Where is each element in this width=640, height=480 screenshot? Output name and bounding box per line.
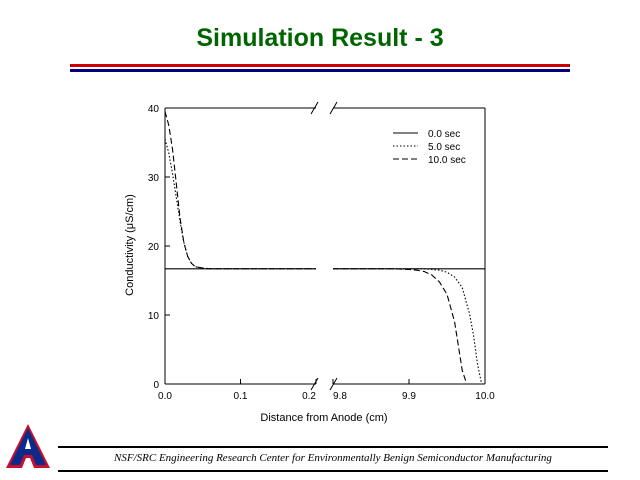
university-logo [6,424,50,468]
footer-text: NSF/SRC Engineering Research Center for … [114,452,552,464]
break-mark-left-1 [310,377,319,391]
logo-counter [25,438,31,449]
x-tick-label: 0.0 [158,391,172,402]
slide-title: Simulation Result - 3 [196,24,444,52]
series-lines [164,111,485,383]
series-line-2-segment-1 [333,268,467,383]
x-tick-label: 0.2 [302,391,316,402]
y-axis-label: Conductivity (μS/cm) [124,194,136,296]
break-mark-right-0 [329,101,338,115]
footer-rule-top [58,446,608,448]
legend-label-2: 10.0 sec [428,155,466,166]
x-tick-label: 9.9 [402,391,416,402]
x-axis: 0.0 0.1 0.2 9.8 9.9 10.0 [158,379,495,402]
y-tick-label: 10 [148,311,160,322]
y-axis: 0 10 20 30 40 [148,104,170,391]
series-line-1-segment-1 [333,268,482,383]
series-line-2-segment-0 [164,111,316,270]
legend-label-0: 0.0 sec [428,129,460,140]
y-tick-label: 20 [148,242,160,253]
x-tick-label: 0.1 [234,391,248,402]
title-rule-blue [70,69,570,72]
x-axis-label: Distance from Anode (cm) [260,412,387,424]
legend: 0.0 sec 5.0 sec 10.0 sec [393,129,466,166]
y-tick-label: 30 [148,173,160,184]
footer-rule-bottom [58,470,608,472]
axis-break-marks [310,101,338,391]
y-tick-label: 0 [153,380,159,391]
break-mark-left-0 [310,101,319,115]
title-rule-red [70,64,570,67]
legend-label-1: 5.0 sec [428,142,460,153]
conductivity-chart: 0 10 20 30 40 0.0 0.1 0.2 9.8 9.9 10.0 0.0 sec 5.0… [124,101,495,424]
x-tick-label: 9.8 [333,391,347,402]
y-tick-label: 40 [148,104,160,115]
series-line-1-segment-0 [164,138,316,270]
x-tick-label: 10.0 [475,391,495,402]
